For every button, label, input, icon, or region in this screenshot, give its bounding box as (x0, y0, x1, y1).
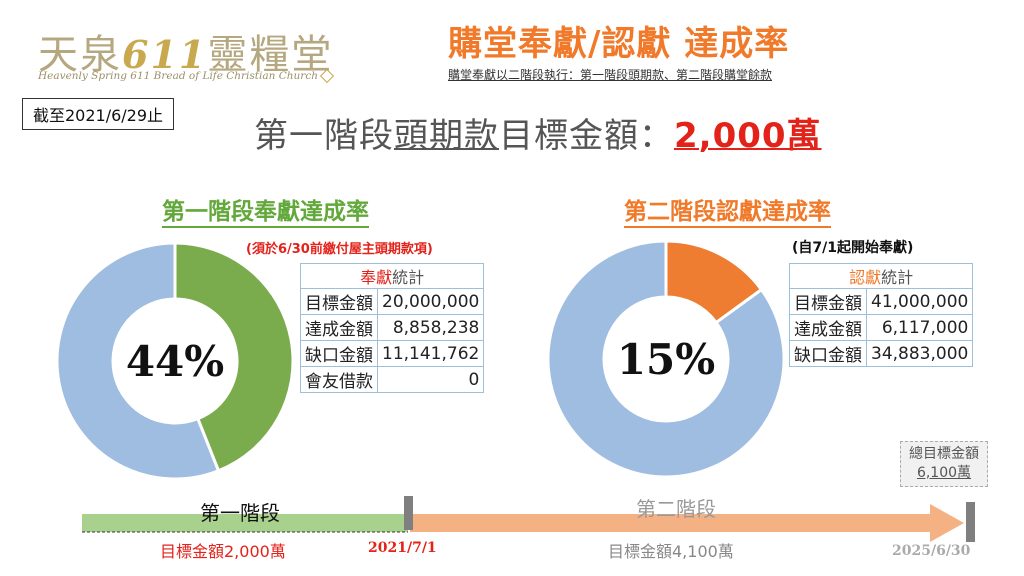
table-header-row: 奉獻統計 (299, 263, 485, 289)
table-header-text: 統計 (881, 268, 914, 287)
timeline-stage2-label: 第二階段 (636, 497, 716, 521)
target-heading: 第一階段頭期款目標金額：2,000萬 (254, 108, 822, 157)
donut1-slice-achieved (173, 241, 295, 473)
row-label: 目標金額 (789, 288, 867, 315)
table-header-text: 統計 (392, 268, 425, 287)
row-value: 11,141,762 (376, 340, 485, 367)
table-header: 奉獻統計 (299, 263, 485, 289)
logo-number: 611 (122, 32, 208, 77)
row-label: 達成金額 (300, 314, 378, 341)
stage2-stats-table: 認獻統計 目標金額 41,000,000 達成金額 6,117,000 缺口金額 34… (788, 263, 974, 367)
diamond-icon (319, 68, 335, 84)
target-label: 目標金額： (499, 116, 674, 156)
timeline-stage1-goal: 目標金額2,000萬 (160, 542, 286, 561)
table-header-row: 認獻統計 (788, 263, 974, 289)
donut2-percent-label: 15% (617, 335, 715, 384)
row-label: 達成金額 (789, 314, 867, 341)
row-value: 0 (376, 366, 485, 393)
row-label: 目標金額 (300, 288, 378, 315)
total-target-box: 總目標金額 6,100萬 (900, 441, 988, 487)
logo-text-b: 靈糧堂 (207, 32, 334, 78)
row-label: 缺口金額 (300, 340, 378, 367)
logo-english-text: Heavenly Spring 611 Bread of Life Christ… (38, 70, 318, 82)
timeline-date-start: 2021/7/1 (368, 540, 437, 556)
stage1-bar (82, 514, 408, 532)
stage2-donut-chart: 15% (546, 239, 786, 479)
table-header-accent: 認獻 (849, 268, 882, 287)
total-target-label: 總目標金額 (909, 446, 979, 462)
table-header: 認獻統計 (788, 263, 974, 289)
target-amount: 2,000萬 (674, 116, 822, 156)
row-label: 缺口金額 (789, 340, 867, 367)
row-value: 8,858,238 (376, 314, 485, 341)
timeline-stage1-label: 第一階段 (200, 501, 280, 525)
date-badge: 截至2021/6/29止 (22, 98, 175, 130)
table-row: 缺口金額 11,141,762 (300, 340, 485, 367)
target-downpayment: 頭期款 (394, 116, 499, 156)
donut1-slice-gap (55, 241, 221, 481)
milestone-marker-1 (404, 496, 413, 530)
stage2-title: 第二階段認獻達成率 (624, 192, 831, 228)
stage1-note: (須於6/30前繳付屋主頭期款項) (246, 242, 433, 257)
table-header-accent: 奉獻 (360, 268, 393, 287)
row-value: 34,883,000 (865, 340, 974, 367)
timeline-date-end: 2025/6/30 (892, 543, 971, 559)
table-row: 目標金額 41,000,000 (789, 288, 974, 315)
timeline-stage2-goal: 目標金額4,100萬 (608, 542, 734, 561)
table-row: 缺口金額 34,883,000 (789, 340, 974, 367)
page-subtitle: 購堂奉獻以二階段執行：第一階段頭期款、第二階段購堂餘款 (448, 68, 773, 82)
donut1-percent-label: 44% (126, 337, 224, 386)
stage2-bar (410, 514, 934, 532)
milestone-marker-2 (966, 502, 975, 542)
stage1-donut-chart: 44% (55, 241, 295, 481)
table-row: 達成金額 6,117,000 (789, 314, 974, 341)
row-value: 6,117,000 (865, 314, 974, 341)
table-row: 會友借款 0 (300, 366, 485, 393)
row-value: 41,000,000 (865, 288, 974, 315)
logo-text-a: 天泉 (38, 32, 122, 78)
total-target-amount: 6,100萬 (916, 465, 972, 481)
logo-english: Heavenly Spring 611 Bread of Life Christ… (38, 68, 335, 84)
stage2-note: (自7/1起開始奉獻) (792, 240, 914, 256)
stage1-title: 第一階段奉獻達成率 (162, 192, 369, 228)
table-row: 達成金額 8,858,238 (300, 314, 485, 341)
target-stage: 第一階段 (254, 116, 394, 156)
stage1-stats-table: 奉獻統計 目標金額 20,000,000 達成金額 8,858,238 缺口金額 11… (299, 263, 485, 393)
arrow-head-icon (930, 504, 964, 542)
row-label: 會友借款 (300, 366, 378, 393)
row-value: 20,000,000 (376, 288, 485, 315)
page-title: 購堂奉獻/認獻 達成率 (448, 24, 790, 64)
donut2-slice-gap (546, 239, 786, 479)
church-logo: 天泉611靈糧堂 (38, 22, 333, 80)
timeline-svg (82, 496, 975, 542)
table-row: 目標金額 20,000,000 (300, 288, 485, 315)
